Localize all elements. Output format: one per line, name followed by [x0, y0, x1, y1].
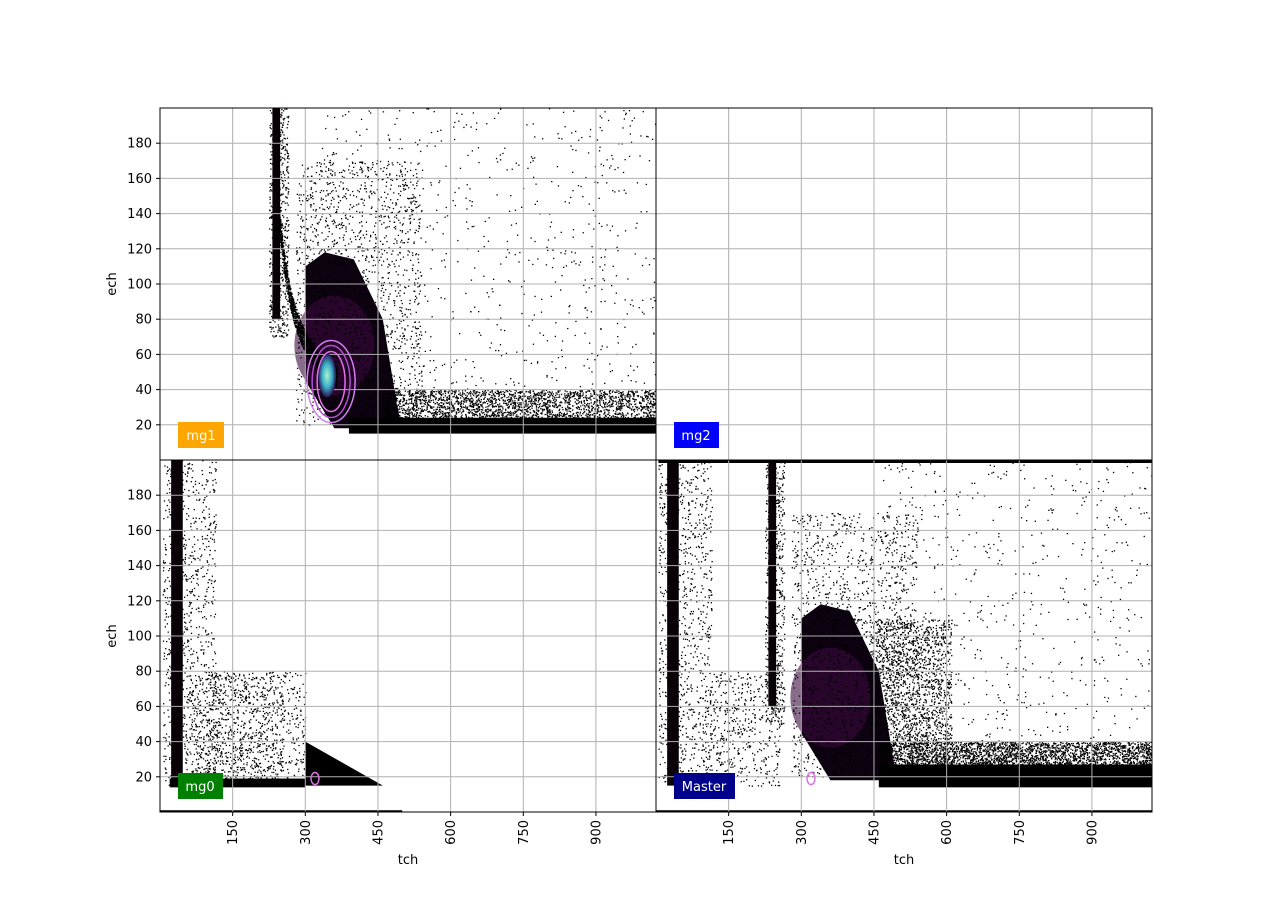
badge-master-bg: [674, 773, 735, 799]
density-master: [656, 460, 1152, 812]
ytick-label: 100: [127, 630, 152, 645]
contours-master: [806, 771, 816, 786]
grid-mg2: [656, 108, 1152, 460]
xtick-label: 150: [226, 820, 241, 845]
badge-mg0-bg: [178, 773, 223, 799]
panel-labels: mg1 mg2 mg0 Master: [178, 422, 735, 799]
badge-mg2-text: mg2: [681, 429, 710, 444]
ytick-label: 120: [127, 594, 152, 609]
ytick-label: 20: [135, 418, 152, 433]
contour-line: [806, 771, 816, 786]
density-mg0: [160, 460, 403, 812]
grid-mg0: [160, 460, 656, 812]
ytick-label: 160: [127, 172, 152, 187]
ytick-label: 180: [127, 137, 152, 152]
panel-mg2: [656, 108, 1152, 460]
contour-line: [310, 771, 320, 786]
ytick-label: 40: [135, 383, 152, 398]
grid-mg1: [160, 108, 656, 460]
badge-mg0-text: mg0: [185, 780, 214, 795]
axis-ticks: 20 40 60 80 100 120 140 160 180 20 40 60 80 100 120 140…: [127, 137, 1100, 845]
ytick-label: 20: [135, 770, 152, 785]
contour-line: [306, 339, 356, 424]
xtick-label: 450: [867, 820, 882, 845]
ytick-label: 40: [135, 735, 152, 750]
xtick-label: 750: [1013, 820, 1028, 845]
badge-master-text: Master: [682, 780, 727, 795]
ytick-label: 140: [127, 207, 152, 222]
xlabel-bottom-right: tch: [894, 853, 914, 868]
contour-line: [316, 350, 346, 413]
ytick-label: 160: [127, 524, 152, 539]
ytick-label: 80: [135, 313, 152, 328]
ytick-label: 100: [127, 278, 152, 293]
xlabel-bottom-left: tch: [398, 853, 418, 868]
contour-fill: [318, 353, 337, 398]
badge-mg2-bg: [674, 422, 719, 448]
xtick-label: 900: [1085, 820, 1100, 845]
axes-frame: [655, 459, 1153, 813]
xtick-label: 450: [371, 820, 386, 845]
ytick-label: 140: [127, 559, 152, 574]
ylabel-top-left: ech: [105, 272, 120, 295]
grid-master: [656, 460, 1152, 812]
contours-mg0: [310, 771, 320, 786]
ytick-label: 80: [135, 665, 152, 680]
xtick-label: 750: [517, 820, 532, 845]
badge-mg1-text: mg1: [186, 429, 215, 444]
contours-mg1: [306, 339, 356, 424]
ytick-label: 180: [127, 489, 152, 504]
ylabel-bottom-left: ech: [105, 624, 120, 647]
xtick-label: 150: [722, 820, 737, 845]
ytick-label: 60: [135, 348, 152, 363]
contour-line: [311, 344, 351, 419]
xtick-label: 900: [589, 820, 604, 845]
panel-mg0: [160, 460, 656, 812]
panel-master: [656, 460, 1152, 812]
xtick-label: 300: [299, 820, 314, 845]
badge-mg1-bg: [178, 422, 224, 448]
xtick-label: 300: [795, 820, 810, 845]
xtick-label: 600: [940, 820, 955, 845]
ytick-label: 60: [135, 700, 152, 715]
axis-labels: ech ech tch tch: [105, 272, 914, 868]
ytick-label: 120: [127, 242, 152, 257]
xtick-label: 600: [444, 820, 459, 845]
panel-mg1: [160, 108, 656, 460]
